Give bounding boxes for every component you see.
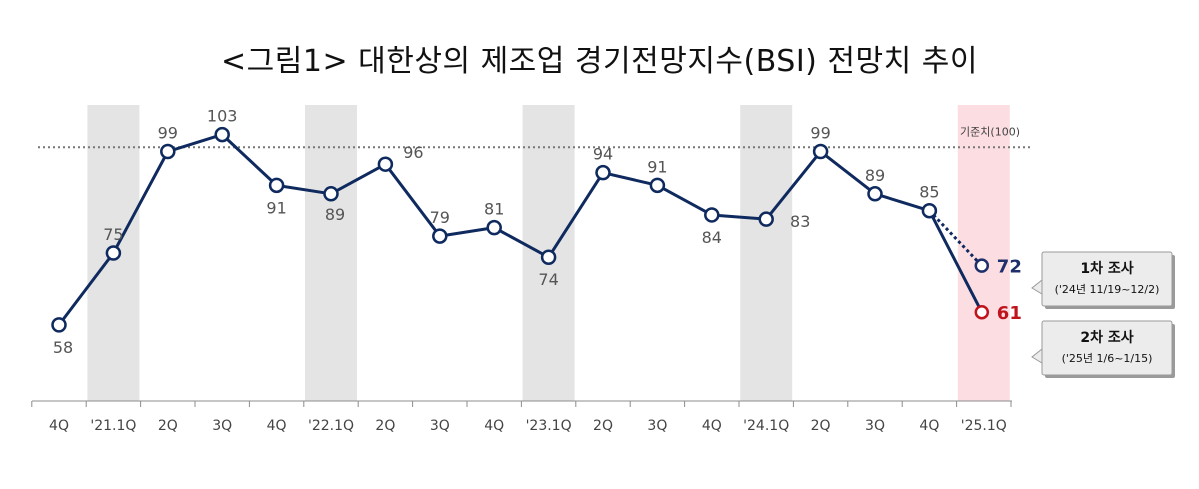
data-point xyxy=(268,177,285,194)
data-label: 85 xyxy=(919,183,939,202)
x-tick-label: 2Q xyxy=(593,418,613,434)
data-label: 79 xyxy=(430,208,450,227)
reference-line-label: 기준치(100) xyxy=(960,125,1020,138)
data-point xyxy=(160,143,176,160)
x-tick-label: '24.1Q xyxy=(743,418,789,434)
data-point xyxy=(51,317,67,333)
survey-line xyxy=(928,210,984,313)
x-tick-label: '25.1Q xyxy=(961,418,1007,434)
survey-value-label: 61 xyxy=(997,303,1022,324)
callout-period: ('24년 11/19~12/2) xyxy=(1055,283,1160,296)
callout-pointer xyxy=(1031,278,1043,295)
x-tick-label: 4Q xyxy=(484,418,504,434)
data-point xyxy=(649,177,666,194)
survey-value-label: 72 xyxy=(997,257,1022,278)
x-tick-label: '23.1Q xyxy=(526,418,572,434)
x-tick-label: 3Q xyxy=(865,418,885,434)
data-label: 83 xyxy=(790,212,810,231)
x-tick-label: 4Q xyxy=(267,418,287,434)
x-tick-label: 3Q xyxy=(647,418,667,434)
data-point xyxy=(540,249,557,265)
data-label: 94 xyxy=(593,145,613,164)
callout-box xyxy=(1041,251,1173,307)
data-label: 74 xyxy=(538,270,558,289)
x-tick-label: 2Q xyxy=(158,418,178,434)
x-tick-label: 3Q xyxy=(430,418,450,434)
x-tick-label: 4Q xyxy=(702,418,722,434)
data-label: 89 xyxy=(325,205,345,224)
data-point xyxy=(758,211,774,227)
survey-point xyxy=(974,304,990,320)
data-label: 103 xyxy=(207,107,238,126)
data-label: 91 xyxy=(266,198,286,217)
data-point xyxy=(867,186,883,202)
survey-line xyxy=(928,209,983,267)
callout-title: 2차 조사 xyxy=(1080,330,1133,346)
callout-pointer xyxy=(1031,347,1043,364)
data-point xyxy=(432,228,448,244)
callout-period: ('25년 1/6~1/15) xyxy=(1062,352,1153,365)
data-label: 81 xyxy=(484,200,504,219)
data-point xyxy=(595,164,611,181)
x-tick-label: 4Q xyxy=(49,418,69,434)
data-point xyxy=(921,202,938,219)
data-point xyxy=(486,219,502,236)
data-label: 89 xyxy=(865,166,885,185)
x-tick-label: 2Q xyxy=(811,418,831,434)
data-label: 99 xyxy=(158,124,178,143)
data-label: 99 xyxy=(810,124,830,143)
x-tick-label: 3Q xyxy=(212,418,232,434)
data-point xyxy=(704,207,720,223)
data-label: 84 xyxy=(702,228,722,247)
data-point xyxy=(214,126,230,143)
highlight-band xyxy=(957,105,1010,401)
data-point xyxy=(812,143,829,160)
x-tick-label: '22.1Q xyxy=(308,418,354,434)
data-point xyxy=(377,156,394,172)
shaded-band xyxy=(740,105,793,401)
data-point xyxy=(105,245,122,261)
x-tick-label: '21.1Q xyxy=(90,418,136,434)
data-label: 58 xyxy=(53,338,73,357)
shaded-band xyxy=(305,105,357,401)
callout-box xyxy=(1041,320,1173,376)
data-label: 96 xyxy=(403,143,423,162)
data-label: 91 xyxy=(647,157,667,176)
survey-point xyxy=(974,258,990,273)
callout-title: 1차 조사 xyxy=(1080,261,1133,277)
x-tick-label: 4Q xyxy=(919,418,939,434)
data-label: 75 xyxy=(103,225,123,244)
chart-title: <그림1> 대한상의 제조업 경기전망지수(BSI) 전망치 추이 xyxy=(221,44,978,79)
x-tick-label: 2Q xyxy=(375,418,395,434)
data-point xyxy=(323,186,339,202)
